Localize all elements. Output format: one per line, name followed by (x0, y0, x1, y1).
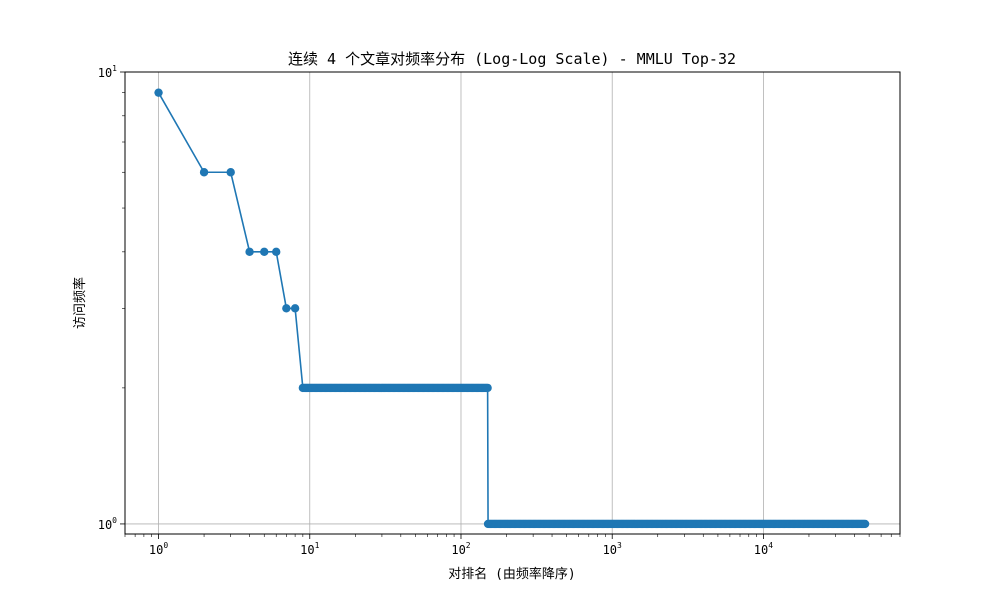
data-point (290, 304, 300, 313)
data-point (860, 519, 870, 529)
data-point (483, 383, 492, 393)
plot-frame (124, 71, 901, 535)
data-point (282, 304, 291, 313)
data-point (245, 247, 254, 257)
data-point (272, 247, 281, 257)
series-layer (154, 88, 870, 529)
data-point (154, 88, 163, 97)
data-point (260, 247, 269, 257)
data-point (226, 168, 235, 177)
y-axis-label: 访问频率 (72, 277, 88, 329)
chart-title: 连续 4 个文章对频率分布 (Log-Log Scale) - MMLU Top… (288, 50, 736, 68)
x-axis-label: 对排名 (由频率降序) (448, 566, 575, 582)
data-point (199, 168, 209, 177)
